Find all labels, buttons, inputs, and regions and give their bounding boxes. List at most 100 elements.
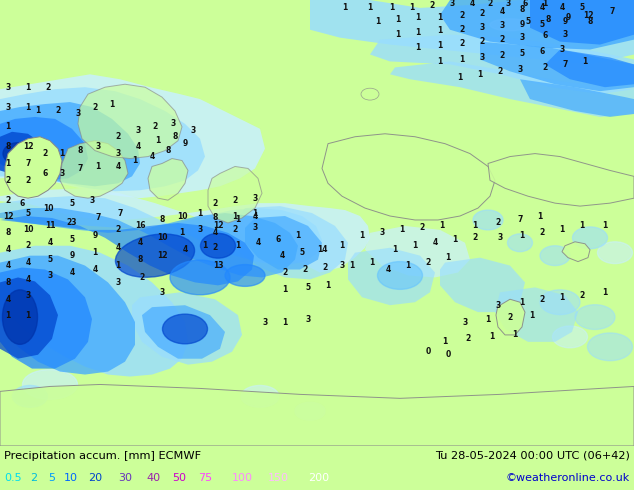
- Text: 5: 5: [540, 20, 545, 29]
- Polygon shape: [440, 258, 525, 312]
- Polygon shape: [0, 216, 254, 285]
- Text: 5: 5: [25, 209, 30, 218]
- Ellipse shape: [597, 242, 633, 264]
- Text: 2: 2: [233, 196, 238, 205]
- Text: 1: 1: [437, 13, 443, 23]
- Text: 1: 1: [5, 311, 11, 319]
- Text: 6: 6: [522, 0, 527, 8]
- Text: 1: 1: [359, 231, 365, 240]
- Polygon shape: [365, 226, 470, 277]
- Text: 1: 1: [396, 15, 401, 24]
- Text: 2: 2: [212, 198, 217, 208]
- Text: 75: 75: [198, 473, 212, 483]
- Text: Tu 28-05-2024 00:00 UTC (06+42): Tu 28-05-2024 00:00 UTC (06+42): [435, 451, 630, 461]
- Text: 4: 4: [25, 275, 30, 284]
- Text: 1: 1: [95, 162, 101, 171]
- Text: 1: 1: [349, 261, 354, 270]
- Ellipse shape: [361, 88, 379, 100]
- Text: 1: 1: [415, 43, 420, 52]
- Text: 6: 6: [20, 198, 25, 208]
- Polygon shape: [0, 74, 265, 198]
- Text: 1: 1: [282, 285, 288, 294]
- Text: 1: 1: [542, 0, 548, 8]
- Polygon shape: [0, 196, 322, 266]
- Text: 10: 10: [42, 203, 53, 213]
- Text: 7: 7: [609, 7, 615, 16]
- Polygon shape: [0, 256, 135, 374]
- Ellipse shape: [473, 210, 503, 230]
- Text: 3: 3: [25, 291, 30, 300]
- Text: 14: 14: [317, 245, 327, 254]
- Text: 8: 8: [159, 216, 165, 224]
- Text: 2: 2: [55, 106, 61, 116]
- Ellipse shape: [241, 386, 279, 407]
- Text: 1: 1: [25, 102, 30, 112]
- Polygon shape: [0, 87, 205, 191]
- Text: 2: 2: [507, 313, 513, 321]
- Polygon shape: [0, 208, 298, 277]
- Text: 1: 1: [93, 248, 98, 257]
- Text: 1: 1: [559, 225, 565, 234]
- Text: 8: 8: [545, 15, 551, 24]
- Text: 0: 0: [445, 350, 451, 359]
- Text: 2: 2: [500, 35, 505, 44]
- Text: 3: 3: [48, 271, 53, 280]
- Text: 1: 1: [405, 261, 411, 270]
- Text: 1: 1: [477, 70, 482, 79]
- Text: 1: 1: [396, 30, 401, 39]
- Text: 3: 3: [252, 194, 257, 203]
- Text: 3: 3: [5, 83, 11, 92]
- Text: 4: 4: [280, 251, 285, 260]
- Text: 3: 3: [171, 120, 176, 128]
- Text: 5: 5: [70, 235, 75, 245]
- Text: 10: 10: [177, 212, 187, 220]
- Text: 11: 11: [45, 221, 55, 230]
- Text: 2: 2: [495, 219, 501, 227]
- Text: 9: 9: [566, 13, 571, 23]
- Ellipse shape: [540, 246, 570, 266]
- Text: 1: 1: [512, 330, 517, 340]
- Text: 5: 5: [519, 49, 524, 58]
- Text: 2: 2: [460, 11, 465, 21]
- Text: 4: 4: [432, 238, 437, 247]
- Text: 1: 1: [437, 57, 443, 66]
- Text: 20: 20: [88, 473, 102, 483]
- Text: 1: 1: [437, 41, 443, 50]
- Text: 3: 3: [519, 33, 524, 42]
- Polygon shape: [142, 305, 225, 359]
- Text: 50: 50: [172, 473, 186, 483]
- Text: 4: 4: [252, 212, 257, 220]
- Text: 12: 12: [157, 251, 167, 260]
- Text: 1: 1: [252, 209, 257, 218]
- Text: 12: 12: [23, 142, 33, 151]
- Text: 3: 3: [75, 109, 81, 119]
- Text: 1: 1: [339, 241, 345, 250]
- Text: 1: 1: [115, 261, 120, 270]
- Text: 10: 10: [23, 225, 33, 234]
- Text: 1: 1: [5, 159, 11, 168]
- Text: 4: 4: [136, 142, 141, 151]
- Text: 1: 1: [412, 241, 418, 250]
- Polygon shape: [148, 159, 188, 200]
- Text: 1: 1: [233, 212, 238, 220]
- Text: 1: 1: [519, 298, 524, 307]
- Text: 8: 8: [5, 228, 11, 237]
- Text: 5: 5: [70, 198, 75, 208]
- Text: 4: 4: [69, 268, 75, 277]
- Polygon shape: [0, 117, 88, 180]
- Text: 1: 1: [399, 225, 404, 234]
- Text: 1: 1: [389, 3, 394, 12]
- Text: 2: 2: [419, 223, 425, 232]
- Polygon shape: [0, 268, 92, 368]
- Text: 3: 3: [462, 318, 468, 326]
- Text: 2: 2: [540, 228, 545, 237]
- Text: 1: 1: [410, 3, 415, 12]
- Text: 8: 8: [77, 146, 82, 155]
- Text: 1: 1: [235, 216, 241, 224]
- Polygon shape: [322, 134, 495, 220]
- Text: 16: 16: [135, 221, 145, 230]
- Text: 4: 4: [138, 238, 143, 247]
- Text: 12: 12: [583, 11, 593, 21]
- Ellipse shape: [170, 260, 230, 295]
- Text: 2: 2: [25, 176, 30, 185]
